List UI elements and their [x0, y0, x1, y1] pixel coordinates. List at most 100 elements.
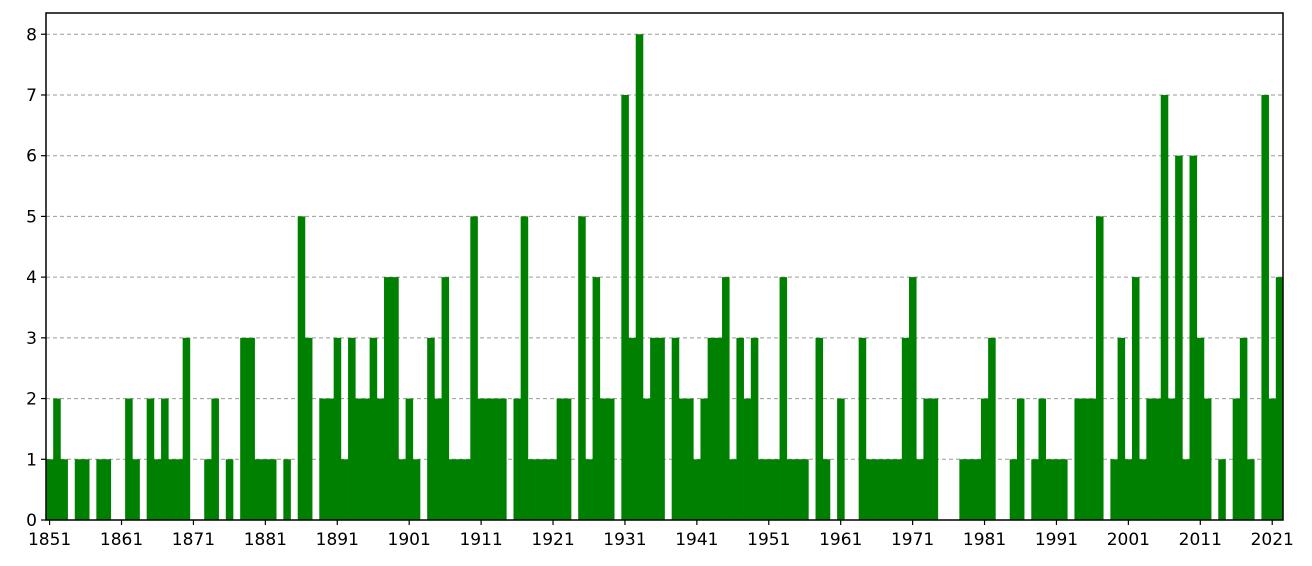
bar-1908 [455, 459, 464, 520]
bar-1969 [894, 459, 903, 520]
bar-1855 [74, 459, 83, 520]
bar-1882 [268, 459, 277, 520]
bar-1919 [535, 459, 543, 520]
bar-1967 [880, 459, 888, 520]
bar-2014 [1218, 459, 1226, 520]
y-tick-label: 3 [26, 329, 37, 349]
bar-1867 [161, 398, 169, 520]
bar-1944 [714, 337, 723, 520]
bar-1894 [355, 398, 363, 520]
x-tick-label: 1951 [747, 530, 790, 550]
bar-1958 [815, 337, 824, 520]
bar-2002 [1131, 277, 1140, 520]
bar-1901 [405, 398, 414, 520]
bar-1898 [384, 277, 392, 520]
x-tick-label: 1861 [100, 530, 143, 550]
bar-1955 [793, 459, 802, 520]
bar-1870 [182, 337, 191, 520]
bar-1953 [779, 277, 788, 520]
bar-1980 [973, 459, 982, 520]
bar-1971 [909, 277, 917, 520]
x-tick-label: 1971 [891, 530, 934, 550]
bar-1862 [125, 398, 133, 520]
bar-1893 [348, 337, 356, 520]
bar-1988 [1031, 459, 1039, 520]
bar-1979 [966, 459, 975, 520]
bar-1904 [427, 337, 435, 520]
bar-1997 [1096, 216, 1104, 521]
bar-1912 [484, 398, 493, 520]
bar-1994 [1074, 398, 1082, 520]
bar-1878 [240, 337, 248, 520]
y-tick-label: 5 [26, 207, 37, 227]
bar-1922 [556, 398, 565, 520]
bars [46, 34, 1284, 521]
bar-1945 [722, 277, 730, 520]
bar-1851 [46, 459, 54, 520]
x-tick-label: 2021 [1251, 530, 1294, 550]
bar-1985 [1009, 459, 1018, 520]
bar-1926 [585, 459, 593, 520]
x-tick-label: 1881 [244, 530, 287, 550]
bar-1859 [103, 459, 112, 520]
bar-1933 [635, 34, 644, 520]
bar-1895 [362, 398, 370, 520]
x-tick-label: 2001 [1107, 530, 1150, 550]
bar-2004 [1146, 398, 1154, 520]
bar-1865 [146, 398, 155, 520]
bar-1974 [930, 398, 939, 520]
bar-2021 [1268, 398, 1277, 520]
bar-1891 [333, 337, 342, 520]
x-tick-label: 1901 [388, 530, 431, 550]
bar-1989 [1038, 398, 1047, 520]
bar-2017 [1239, 337, 1248, 520]
bar-1936 [657, 337, 665, 520]
bar-1950 [757, 459, 766, 520]
x-axis: 1851 1861 1871 1881 1891 1901 1911 1921 1931 1941… [28, 520, 1294, 550]
bar-1954 [786, 459, 795, 520]
bar-1863 [132, 459, 140, 520]
bar-1909 [463, 459, 471, 520]
bar-1931 [621, 94, 629, 520]
bar-1879 [247, 337, 255, 520]
bar-1869 [175, 459, 183, 520]
bar-2001 [1124, 459, 1133, 520]
bar-1940 [686, 398, 694, 520]
bar-1952 [772, 459, 780, 520]
bar-1946 [729, 459, 737, 520]
bar-1964 [858, 337, 867, 520]
bar-1892 [340, 459, 349, 520]
bar-1911 [477, 398, 486, 520]
y-tick-label: 6 [26, 147, 37, 167]
bar-1887 [304, 337, 313, 520]
bar-1852 [53, 398, 61, 520]
x-tick-label: 1921 [531, 530, 574, 550]
x-tick-label: 1891 [316, 530, 359, 550]
bar-1921 [549, 459, 557, 520]
bar-1853 [60, 459, 68, 520]
bar-1935 [650, 337, 658, 520]
bar-1890 [326, 398, 335, 520]
bar-1881 [261, 459, 270, 520]
bar-1981 [980, 398, 989, 520]
bar-1999 [1110, 459, 1118, 520]
x-tick-label: 1931 [603, 530, 646, 550]
bar-1917 [520, 216, 529, 521]
bar-1900 [398, 459, 406, 520]
bar-1868 [168, 459, 176, 520]
x-tick-label: 1991 [1035, 530, 1078, 550]
bar-2012 [1203, 398, 1212, 520]
bar-1973 [923, 398, 931, 520]
bar-1927 [592, 277, 601, 520]
bar-1914 [499, 398, 507, 520]
bar-1873 [204, 459, 212, 520]
bar-1982 [988, 337, 996, 520]
bar-1916 [513, 398, 522, 520]
bar-1928 [599, 398, 608, 520]
bar-1910 [470, 216, 478, 521]
bar-1942 [700, 398, 709, 520]
bar-1907 [448, 459, 457, 520]
bar-1899 [391, 277, 399, 520]
bar-1923 [563, 398, 572, 520]
